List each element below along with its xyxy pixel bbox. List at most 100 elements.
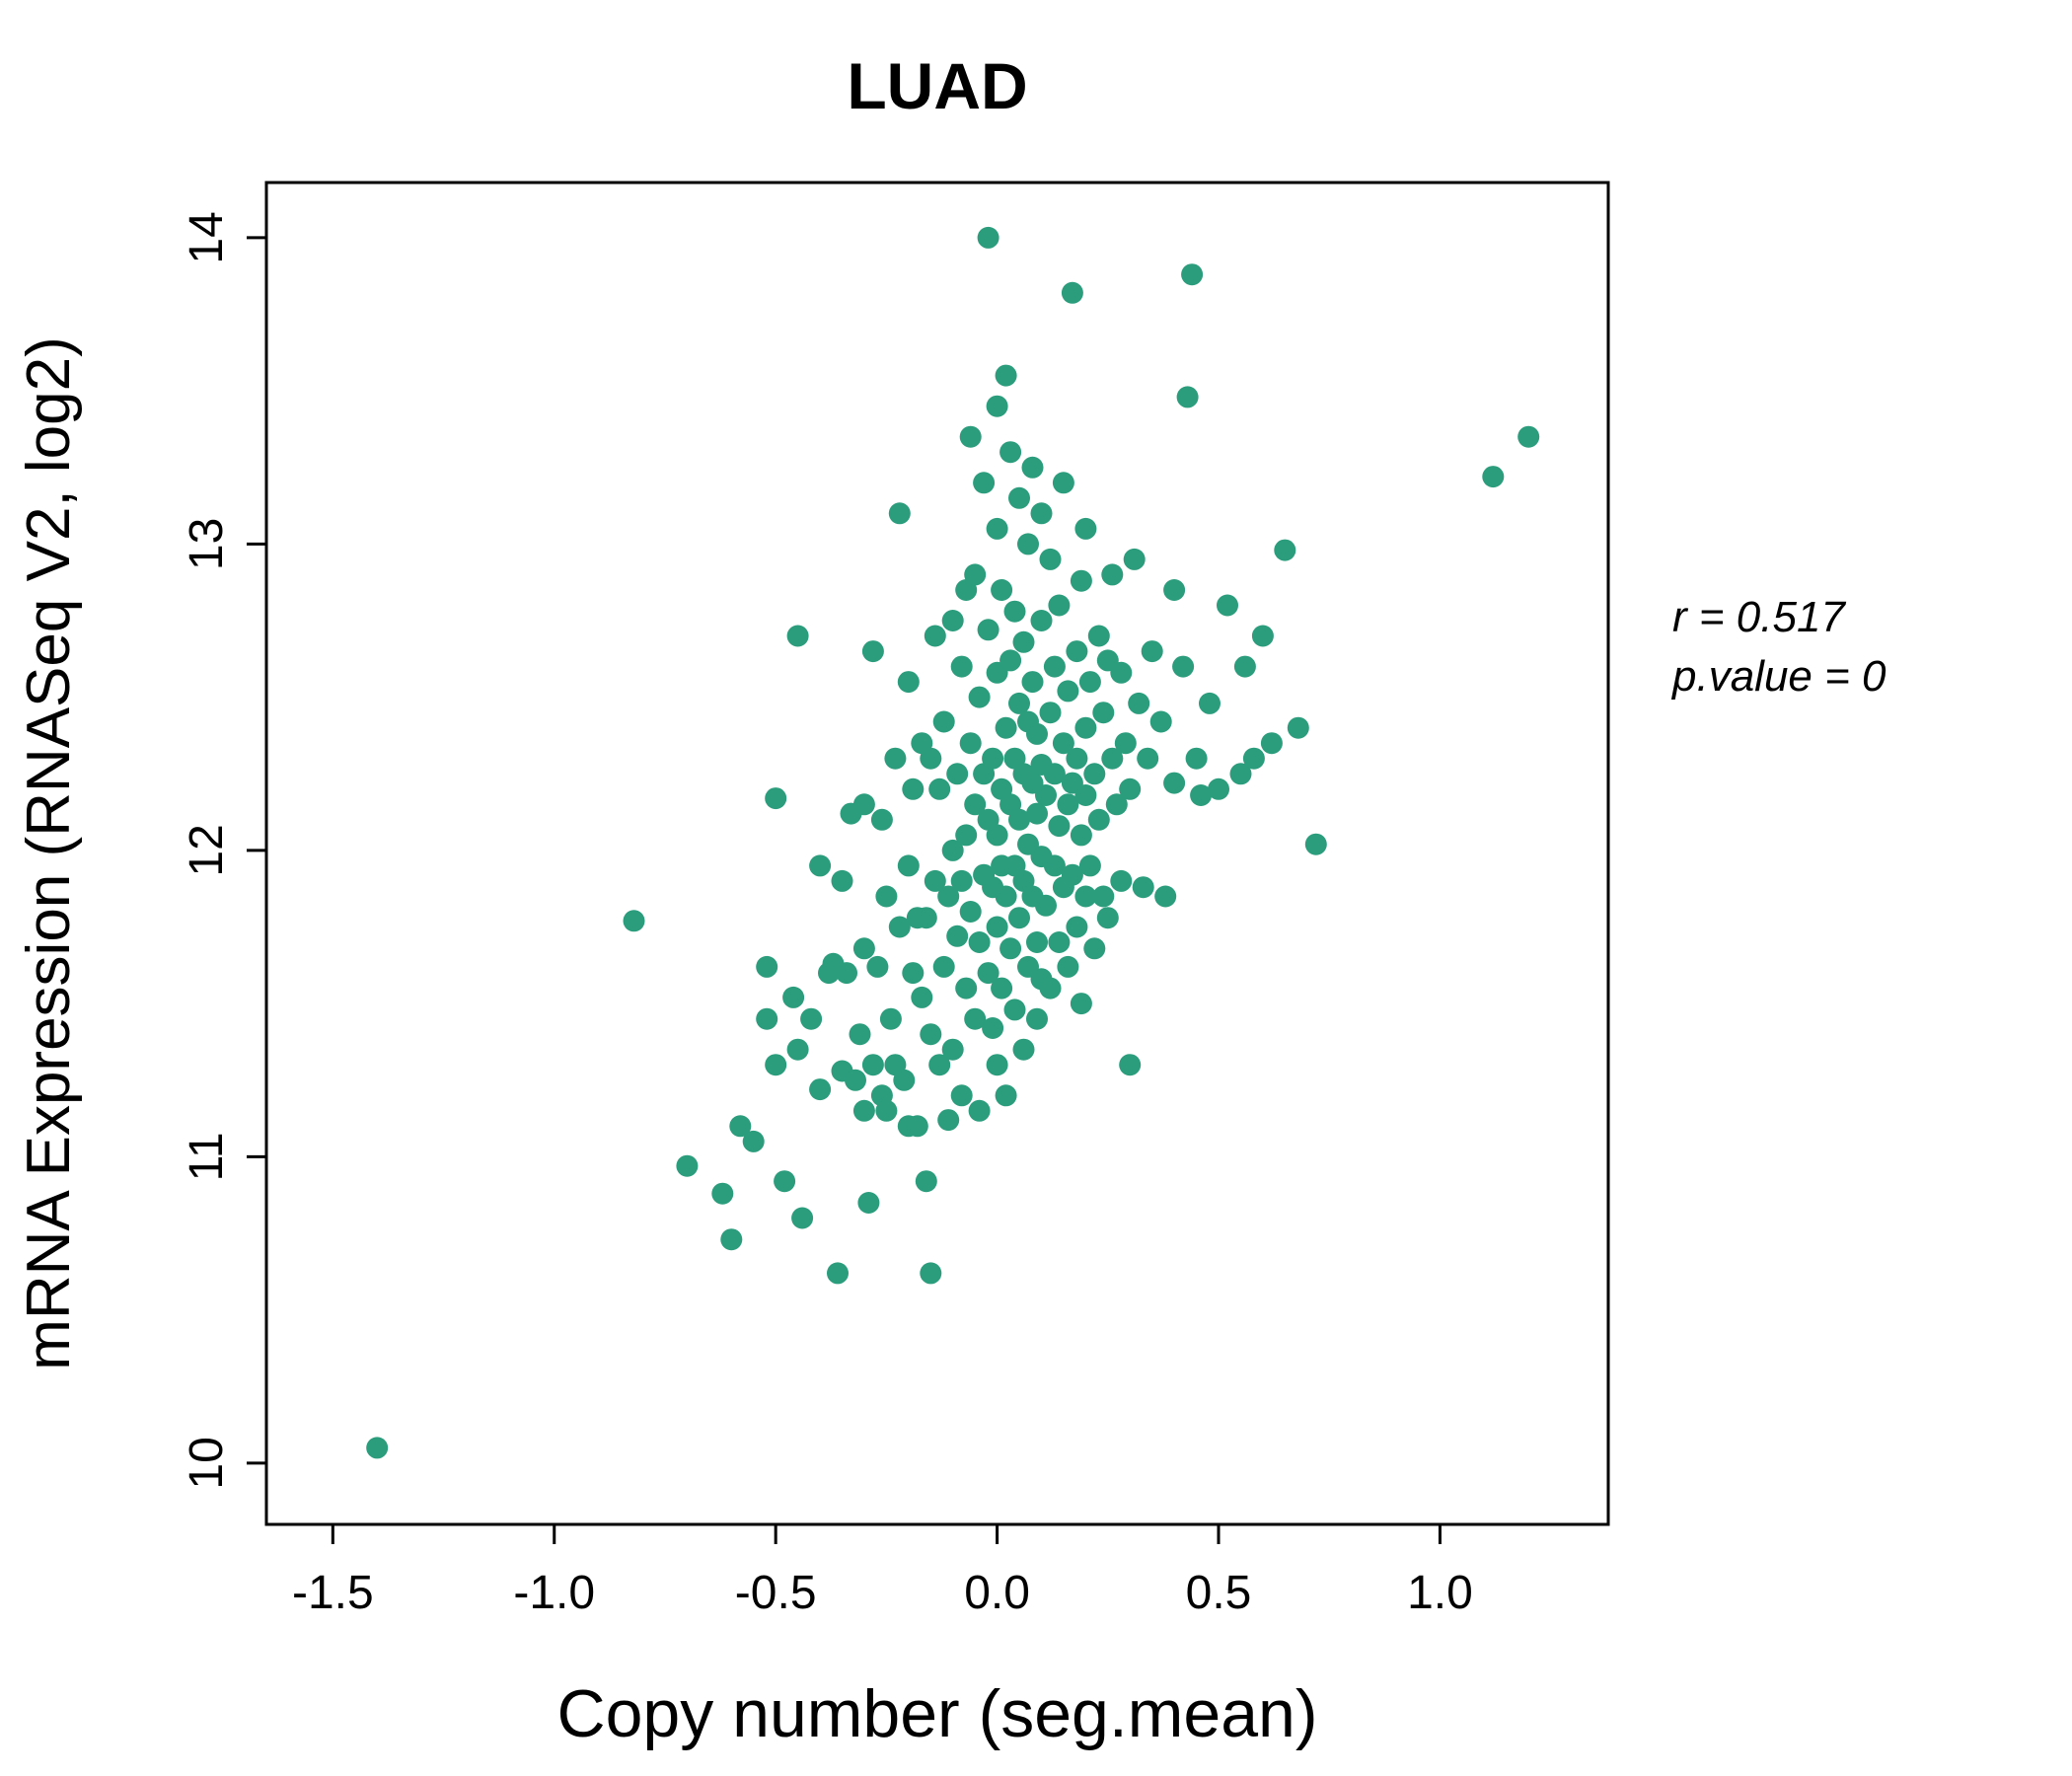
scatter-point xyxy=(1048,594,1071,617)
scatter-point xyxy=(774,1170,796,1193)
scatter-point xyxy=(968,1099,991,1122)
scatter-point xyxy=(964,1007,987,1030)
scatter-point xyxy=(941,1038,964,1061)
scatter-point xyxy=(676,1154,699,1177)
scatter-point xyxy=(1101,563,1124,586)
scatter-point xyxy=(999,937,1022,960)
scatter-point xyxy=(991,977,1013,999)
scatter-point xyxy=(920,1262,942,1285)
scatter-point xyxy=(937,1109,960,1132)
scatter-point xyxy=(1199,692,1221,714)
scatter-point xyxy=(1078,671,1101,694)
annotation-r-value: r = 0.517 xyxy=(1672,593,1846,641)
scatter-point xyxy=(955,824,978,847)
scatter-point xyxy=(928,777,951,800)
scatter-point xyxy=(1229,763,1252,785)
y-tick-label: 12 xyxy=(181,824,233,876)
scatter-point xyxy=(1039,548,1062,570)
scatter-point xyxy=(1128,692,1150,714)
scatter-point xyxy=(950,1084,973,1107)
scatter-point xyxy=(1123,548,1146,570)
scatter-point xyxy=(1242,747,1265,770)
scatter-point xyxy=(986,1054,1008,1076)
x-tick-label: -1.5 xyxy=(292,1567,374,1619)
scatter-point xyxy=(1163,772,1186,794)
scatter-point xyxy=(756,955,778,978)
scatter-point xyxy=(711,1182,734,1205)
scatter-point xyxy=(1217,594,1238,617)
plot-border xyxy=(264,181,1610,1526)
scatter-point xyxy=(852,1099,875,1122)
scatter-point xyxy=(1008,692,1030,714)
scatter-point xyxy=(1043,854,1066,877)
chart-title: LUAD xyxy=(847,49,1027,122)
scatter-point xyxy=(1190,784,1213,806)
scatter-point xyxy=(937,885,960,908)
scatter-point xyxy=(836,962,857,985)
scatter-point xyxy=(1114,732,1137,755)
scatter-point xyxy=(1172,655,1195,678)
scatter-point xyxy=(720,1228,743,1251)
scatter-point xyxy=(875,885,898,908)
scatter-point xyxy=(1163,579,1186,601)
scatter-point xyxy=(852,793,875,816)
scatter-point xyxy=(1035,784,1057,806)
scatter-point xyxy=(902,962,925,985)
scatter-point xyxy=(950,869,973,892)
scatter-point xyxy=(1043,763,1066,785)
scatter-point xyxy=(995,364,1017,387)
scatter-point xyxy=(879,1007,902,1030)
scatter-point xyxy=(1260,732,1283,755)
scatter-point xyxy=(1035,894,1057,917)
scatter-point xyxy=(959,425,982,448)
scatter-point xyxy=(986,517,1008,540)
scatter-point xyxy=(999,649,1022,672)
scatter-point xyxy=(897,854,920,877)
scatter-point xyxy=(1092,702,1115,724)
scatter-point xyxy=(1008,907,1030,929)
scatter-point xyxy=(1096,907,1119,929)
scatter-point xyxy=(999,441,1022,464)
scatter-point xyxy=(765,1054,787,1076)
scatter-point xyxy=(924,869,946,892)
scatter-point xyxy=(977,962,999,985)
scatter-point xyxy=(861,1054,884,1076)
scatter-point xyxy=(941,839,964,861)
scatter-point xyxy=(623,910,645,932)
scatter-point xyxy=(1057,680,1079,703)
scatter-point xyxy=(1083,763,1106,785)
scatter-point xyxy=(366,1437,389,1459)
scatter-point xyxy=(1017,533,1039,555)
axis-ticks: -1.5 -1.0 -0.5 0.0 0.5 1.0 10 11 12 13 14 xyxy=(181,211,1473,1619)
scatter-point xyxy=(1021,456,1044,479)
scatter-point xyxy=(1154,885,1177,908)
scatter-point xyxy=(941,610,964,631)
scatter-point xyxy=(991,579,1013,601)
scatter-point xyxy=(845,1069,866,1091)
scatter-point xyxy=(1078,854,1101,877)
scatter-point xyxy=(1012,630,1035,653)
scatter-point xyxy=(1092,885,1115,908)
x-tick-label: -1.0 xyxy=(513,1567,595,1619)
scatter-point xyxy=(800,1007,823,1030)
scatter-point xyxy=(1137,747,1159,770)
scatter-point xyxy=(1057,793,1079,816)
scatter-point xyxy=(765,787,787,810)
scatter-point xyxy=(1030,610,1053,631)
annotation-p-value: p.value = 0 xyxy=(1670,652,1887,701)
scatter-point xyxy=(977,226,999,249)
scatter-point xyxy=(1208,777,1229,800)
scatter-point xyxy=(1012,1038,1035,1061)
scatter-point xyxy=(1074,784,1097,806)
scatter-point xyxy=(1074,517,1097,540)
scatter-point xyxy=(946,925,969,947)
scatter-point xyxy=(1048,931,1071,953)
scatter-point xyxy=(982,1017,1004,1039)
y-tick-label: 11 xyxy=(181,1132,233,1181)
scatter-point xyxy=(884,747,907,770)
y-tick-label: 14 xyxy=(181,211,233,263)
scatter-point xyxy=(1185,747,1208,770)
scatter-point xyxy=(920,747,942,770)
scatter-point xyxy=(1132,876,1154,899)
